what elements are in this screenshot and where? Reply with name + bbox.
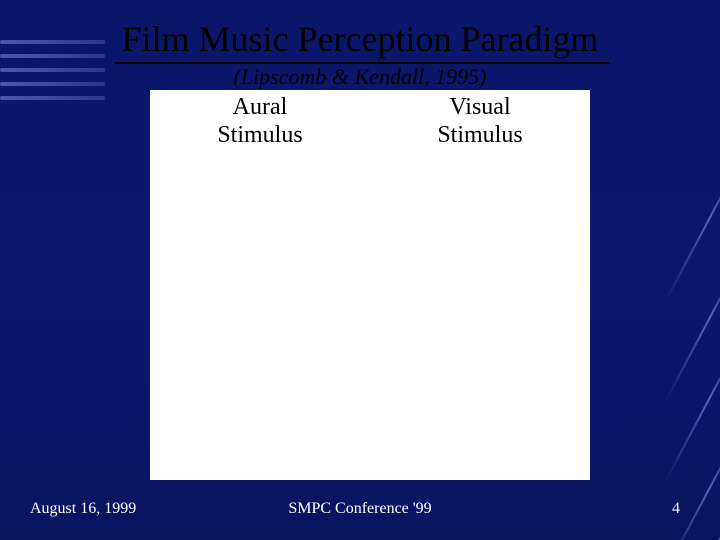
column-label-aural: Aural Stimulus [180,94,340,149]
footer-page-number: 4 [672,500,680,518]
slide-subtitle: (Lipscomb & Kendall, 1995) [0,64,720,90]
footer-conference: SMPC Conference '99 [0,500,720,518]
visual-line1: Visual [449,94,510,120]
column-label-visual: Visual Stimulus [400,94,560,149]
slide-title: Film Music Perception Paradigm [0,18,720,60]
decor-diag-line [664,161,720,303]
decor-diag-line [664,431,720,540]
decor-diag-line [664,341,720,483]
content-box: Aural Stimulus Visual Stimulus [150,90,590,480]
aural-line2: Stimulus [217,122,302,148]
slide: Film Music Perception Paradigm (Lipscomb… [0,0,720,540]
aural-line1: Aural [233,94,288,120]
visual-line2: Stimulus [437,122,522,148]
decor-bar [0,96,105,100]
decor-diag-line [664,261,720,403]
